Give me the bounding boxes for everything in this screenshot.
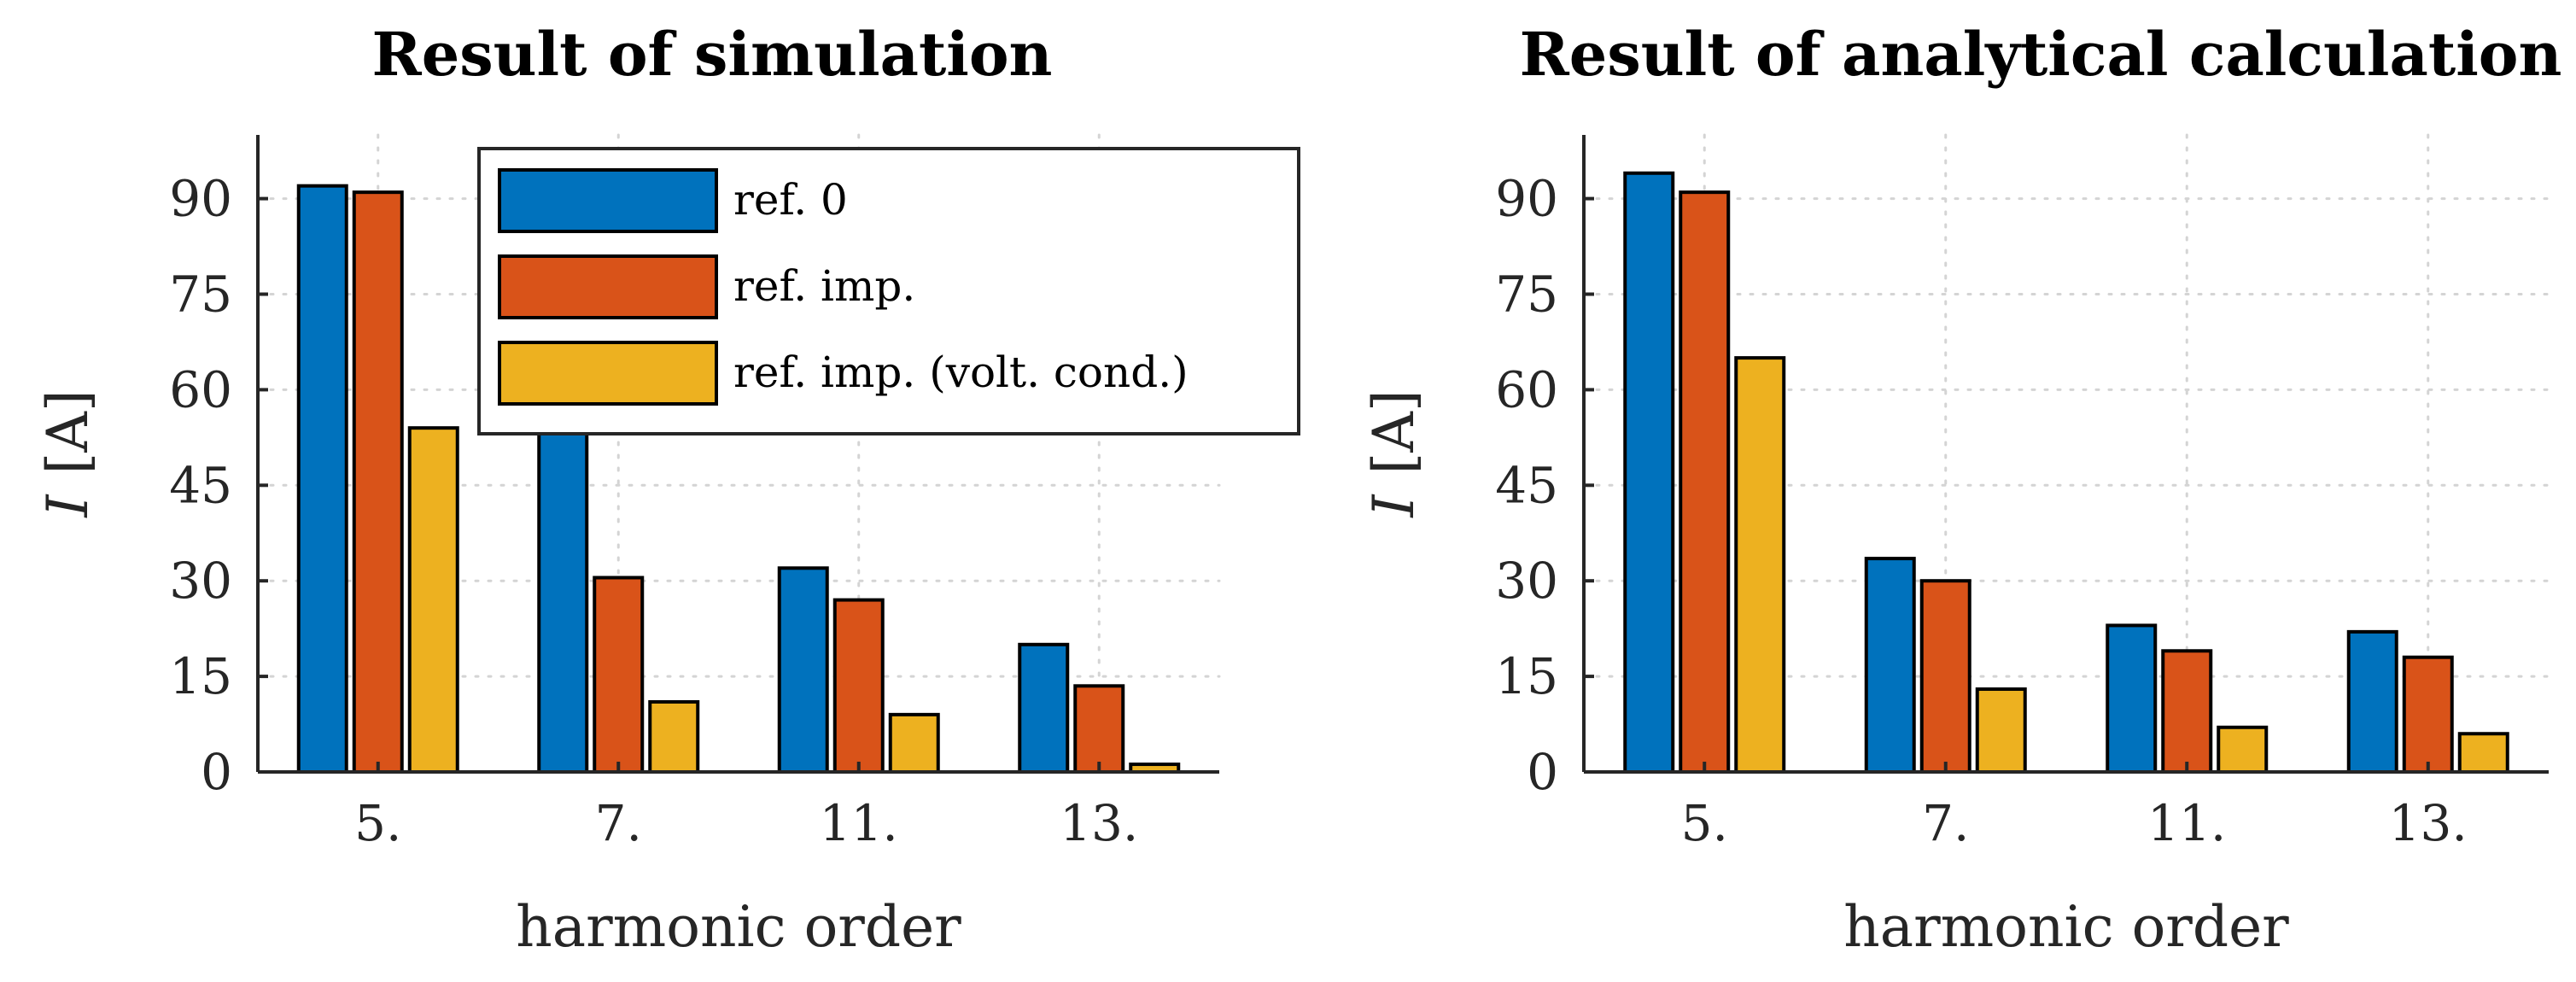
bar-ref-imp--13 bbox=[1073, 684, 1125, 774]
bar-ref-imp-volt-cond--7 bbox=[1975, 687, 2027, 774]
x-tick-label: 13. bbox=[1060, 794, 1138, 852]
y-tick-label: 75 bbox=[1495, 266, 1558, 324]
y-tick-label: 30 bbox=[169, 552, 232, 610]
bar-ref-0-5 bbox=[296, 184, 348, 774]
bar-ref-0-7 bbox=[1864, 557, 1916, 774]
y-tick-label: 90 bbox=[1495, 170, 1558, 228]
legend: ref. 0 ref. imp. ref. imp. (volt. cond.) bbox=[477, 147, 1300, 435]
x-tick-label: 11. bbox=[820, 794, 898, 852]
bar-ref-imp-volt-cond--7 bbox=[648, 699, 700, 774]
bar-ref-imp--7 bbox=[1919, 579, 1971, 774]
y-tick-label: 30 bbox=[1495, 552, 1558, 610]
bar-ref-0-11 bbox=[777, 566, 829, 774]
y-tick-label: 60 bbox=[169, 360, 232, 418]
bar-ref-imp--7 bbox=[593, 576, 645, 774]
x-axis-label: harmonic order bbox=[1843, 894, 2289, 960]
bar-ref-imp-volt-cond--5 bbox=[1734, 356, 1786, 774]
legend-label: ref. imp. bbox=[733, 261, 915, 311]
bar-ref-imp--5 bbox=[1679, 190, 1731, 774]
y-tick-label: 60 bbox=[1495, 360, 1558, 418]
bar-ref-imp-volt-cond--11 bbox=[888, 712, 940, 774]
y-axis-label: I [A] bbox=[1361, 389, 1427, 517]
bar-ref-imp-volt-cond--13 bbox=[2457, 732, 2509, 774]
bar-ref-imp-volt-cond--11 bbox=[2217, 725, 2269, 774]
y-tick-label: 15 bbox=[1495, 647, 1558, 705]
chart-panel-1: Result of simulation 0 15 30 45 60 75 90 5. 7. 11.… bbox=[35, 19, 1300, 960]
legend-label: ref. 0 bbox=[733, 175, 848, 225]
bar-ref-imp--11 bbox=[2161, 649, 2213, 774]
y-axis-variable: I bbox=[35, 494, 101, 518]
y-axis-label: I [A] bbox=[35, 389, 101, 517]
chart-title: Result of simulation bbox=[372, 19, 1053, 90]
y-axis-variable: I bbox=[1361, 494, 1427, 518]
legend-label: ref. imp. (volt. cond.) bbox=[733, 348, 1189, 397]
bar-ref-0-13 bbox=[2346, 629, 2398, 774]
x-tick-label: 5. bbox=[354, 794, 401, 852]
chart-title: Result of analytical calculation bbox=[1520, 19, 2562, 90]
y-tick-label: 45 bbox=[169, 456, 232, 514]
chart-panel-2: Result of analytical calculation 0 15 30 45 6… bbox=[1361, 19, 2561, 960]
x-tick-label: 7. bbox=[1922, 794, 1969, 852]
bar-ref-0-5 bbox=[1623, 171, 1675, 774]
bar-ref-0-11 bbox=[2106, 623, 2158, 774]
y-axis-unit: [A] bbox=[1361, 389, 1427, 474]
y-tick-label: 90 bbox=[169, 170, 232, 228]
x-tick-label: 11. bbox=[2147, 794, 2226, 852]
bar-ref-imp--13 bbox=[2402, 655, 2454, 774]
legend-swatch bbox=[498, 254, 718, 319]
x-tick-label: 7. bbox=[595, 794, 642, 852]
bar-ref-imp-volt-cond--5 bbox=[407, 426, 459, 774]
bar-ref-imp--5 bbox=[352, 190, 404, 774]
x-tick-label: 13. bbox=[2389, 794, 2468, 852]
x-axis-label: harmonic order bbox=[516, 894, 961, 960]
y-tick-label: 15 bbox=[169, 647, 232, 705]
bar-ref-imp--11 bbox=[832, 598, 885, 774]
y-tick-label: 0 bbox=[201, 743, 232, 801]
y-tick-label: 45 bbox=[1495, 456, 1558, 514]
y-tick-label: 0 bbox=[1527, 743, 1558, 801]
bar-ref-0-13 bbox=[1018, 642, 1070, 774]
legend-swatch bbox=[498, 168, 718, 233]
y-tick-label: 75 bbox=[169, 266, 232, 324]
x-tick-label: 5. bbox=[1681, 794, 1728, 852]
legend-swatch bbox=[498, 341, 718, 406]
y-axis-unit: [A] bbox=[35, 389, 101, 474]
